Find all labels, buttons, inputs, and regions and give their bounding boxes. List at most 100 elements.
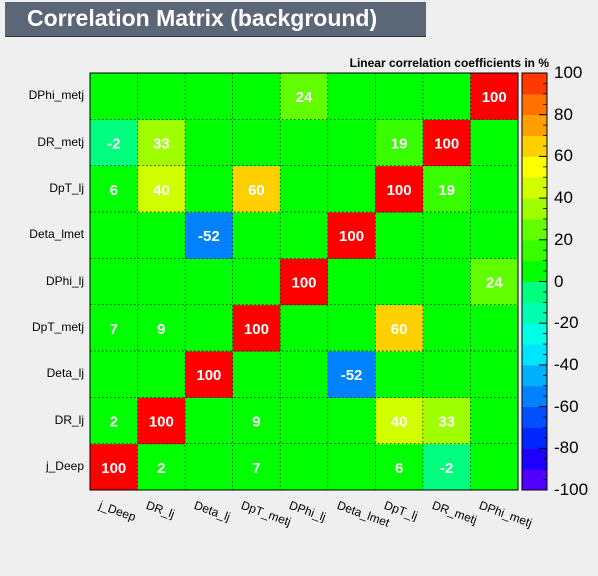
colorbar-tick-label: -60 <box>554 396 579 416</box>
colorbar-tick-label: -80 <box>554 438 579 458</box>
heatmap-cell <box>185 73 234 120</box>
heatmap-cell <box>185 212 234 259</box>
heatmap-cell <box>470 119 519 167</box>
colorbar-segment <box>522 156 547 178</box>
heatmap-cell <box>280 304 329 352</box>
cell-value-label: 100 <box>244 321 269 338</box>
colorbar-segment <box>522 469 547 491</box>
colorbar-tick-label: -100 <box>554 480 589 499</box>
heatmap-cell <box>422 351 471 398</box>
cell-value-label: 60 <box>391 321 408 338</box>
cell-value-label: -52 <box>341 367 363 384</box>
heatmap-cell <box>232 212 281 259</box>
heatmap-cell <box>232 397 281 445</box>
heatmap-cell <box>422 443 471 491</box>
cell-value-label: 33 <box>153 136 170 153</box>
colorbar-tick-label: 40 <box>554 188 573 208</box>
heatmap-cell <box>90 397 139 445</box>
cell-value-label: 9 <box>157 321 165 338</box>
colorbar-segment <box>522 364 547 387</box>
heatmap-cell <box>137 397 186 445</box>
cell-value-label: 24 <box>296 89 313 106</box>
cell-value-label: 24 <box>486 275 503 292</box>
heatmap-cell-labels: 100 2 7 6 -2 2 100 9 40 33 100 -52 7 9 100 60 100 24 -52 10… <box>101 89 506 477</box>
y-tick-label: j_Deep <box>45 458 84 473</box>
heatmap-cell <box>327 351 376 398</box>
heatmap-cell <box>327 165 376 213</box>
heatmap-cell <box>137 119 186 167</box>
heatmap-grid <box>90 73 518 490</box>
heatmap-cell <box>280 258 329 306</box>
heatmap-cell <box>327 119 376 167</box>
chart-title: Correlation Matrix (background) <box>27 5 378 31</box>
heatmap-cell <box>280 119 329 167</box>
heatmap-cell <box>375 304 424 352</box>
colorbar-segment <box>522 323 547 345</box>
heatmap-cell <box>185 443 234 491</box>
heatmap-cell <box>422 119 471 167</box>
cell-value-label: 6 <box>395 460 403 477</box>
heatmap-cell <box>470 212 519 259</box>
heatmap-cell <box>375 443 424 491</box>
cell-value-label: 7 <box>110 321 118 338</box>
y-tick-label: DpT_metj <box>31 319 84 334</box>
heatmap-cell <box>422 212 471 259</box>
cell-value-label: 100 <box>387 182 412 199</box>
heatmap-cell <box>90 73 139 120</box>
heatmap-cell <box>232 443 281 491</box>
heatmap-cell <box>280 73 329 120</box>
heatmap-cell <box>232 304 281 352</box>
colorbar-segment <box>522 135 547 157</box>
heatmap-cell <box>232 73 281 120</box>
heatmap-cell <box>280 165 329 213</box>
cell-value-label: 40 <box>391 414 408 431</box>
heatmap-cell <box>280 443 329 491</box>
y-tick-label: DR_metj <box>37 134 84 149</box>
heatmap-cell <box>137 212 186 259</box>
cell-value-label: 60 <box>248 182 265 199</box>
heatmap-cell <box>470 443 519 491</box>
heatmap-cell <box>422 304 471 352</box>
cell-value-label: 100 <box>434 136 459 153</box>
heatmap-cell <box>327 73 376 120</box>
cell-value-label: -2 <box>440 460 453 477</box>
chart-subtitle: Linear correlation coefficients in % <box>349 56 549 70</box>
heatmap-cell <box>185 351 234 398</box>
heatmap-cell <box>470 165 519 213</box>
heatmap-cell <box>375 258 424 306</box>
heatmap-cell <box>327 443 376 491</box>
heatmap-cell <box>375 397 424 445</box>
colorbar <box>521 72 548 491</box>
heatmap-cell <box>422 258 471 306</box>
cell-value-label: 100 <box>482 89 507 106</box>
heatmap-cell <box>280 212 329 259</box>
cell-value-label: 2 <box>157 460 165 477</box>
heatmap-cell <box>327 304 376 352</box>
colorbar-segment <box>522 385 547 408</box>
heatmap-cell <box>470 258 519 306</box>
heatmap-cell <box>470 304 519 352</box>
colorbar-segment <box>522 260 547 282</box>
heatmap-cell <box>137 258 186 306</box>
heatmap-cell <box>327 397 376 445</box>
heatmap-cell <box>232 258 281 306</box>
heatmap-cell <box>375 73 424 120</box>
cell-value-label: 100 <box>101 460 126 477</box>
colorbar-tick-label: -40 <box>554 354 579 374</box>
colorbar-tick-label: 60 <box>554 146 573 166</box>
heatmap-cell <box>137 351 186 398</box>
heatmap-cell <box>90 351 139 398</box>
heatmap-cell <box>137 165 186 213</box>
colorbar-segment <box>522 218 547 241</box>
cell-value-label: 100 <box>196 367 221 384</box>
y-tick-label: DPhi_lj <box>45 273 84 288</box>
heatmap-cell <box>137 304 186 352</box>
colorbar-segment <box>522 344 547 366</box>
colorbar-segment <box>522 281 547 303</box>
heatmap-cell <box>375 212 424 259</box>
heatmap-cell <box>185 165 234 213</box>
heatmap-cell <box>422 73 471 120</box>
heatmap-cell <box>90 443 139 491</box>
colorbar-tick-label: 20 <box>554 229 573 249</box>
heatmap-cell <box>422 165 471 213</box>
